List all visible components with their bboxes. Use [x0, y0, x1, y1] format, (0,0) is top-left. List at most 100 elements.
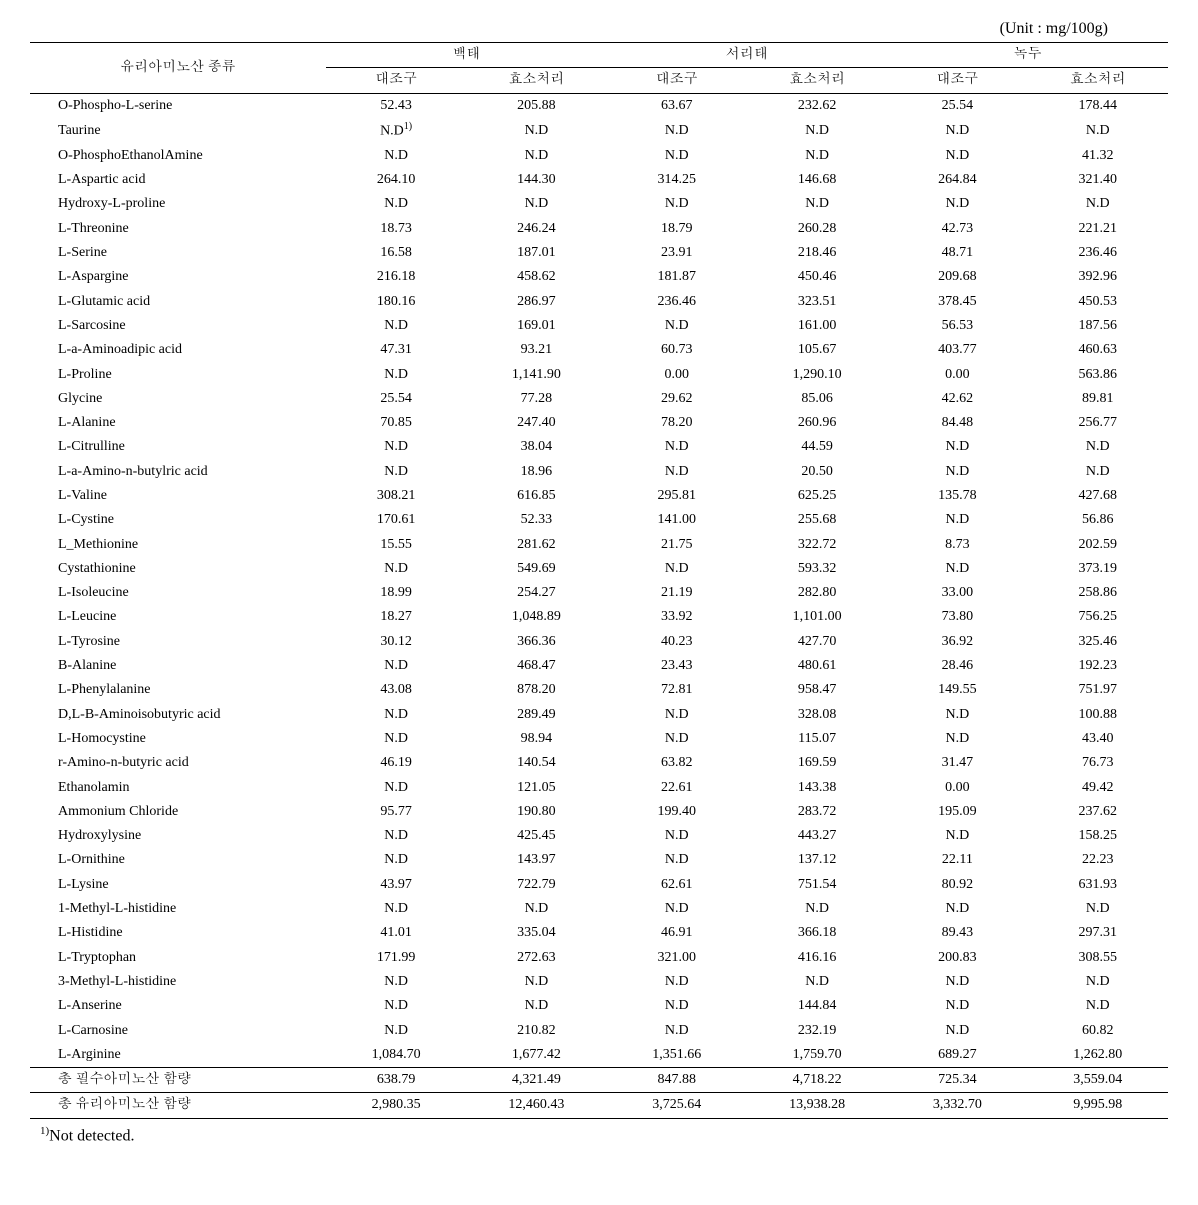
cell-value: 3,725.64 — [607, 1093, 747, 1118]
cell-value: N.D — [326, 435, 466, 459]
header-sub-2-0: 대조구 — [887, 68, 1027, 93]
row-name: 총 필수아미노산 함량 — [30, 1068, 326, 1093]
cell-value: 264.84 — [887, 168, 1027, 192]
cell-value: 200.83 — [887, 946, 1027, 970]
row-name: Glycine — [30, 387, 326, 411]
cell-value: 93.21 — [466, 338, 606, 362]
cell-value: 89.43 — [887, 921, 1027, 945]
cell-value: 722.79 — [466, 873, 606, 897]
cell-value: N.D — [887, 192, 1027, 216]
cell-value: 18.27 — [326, 605, 466, 629]
cell-value: 1,141.90 — [466, 363, 606, 387]
cell-value: 616.85 — [466, 484, 606, 508]
table-row: L-SarcosineN.D169.01N.D161.0056.53187.56 — [30, 314, 1168, 338]
table-row: L-CitrullineN.D38.04N.D44.59N.DN.D — [30, 435, 1168, 459]
cell-value: 8.73 — [887, 533, 1027, 557]
cell-value: N.D — [607, 314, 747, 338]
cell-value: 33.00 — [887, 581, 1027, 605]
table-row: O-Phospho-L-serine52.43205.8863.67232.62… — [30, 93, 1168, 118]
cell-value: 48.71 — [887, 241, 1027, 265]
cell-value: 202.59 — [1028, 533, 1168, 557]
cell-value: 254.27 — [466, 581, 606, 605]
cell-value: N.D — [326, 192, 466, 216]
table-row: Ammonium Chloride95.77190.80199.40283.72… — [30, 800, 1168, 824]
footnote-sup: 1) — [40, 1125, 49, 1137]
cell-value: 62.61 — [607, 873, 747, 897]
cell-value: 56.86 — [1028, 508, 1168, 532]
row-name: 1-Methyl-L-histidine — [30, 897, 326, 921]
cell-value: 18.99 — [326, 581, 466, 605]
cell-value: 80.92 — [887, 873, 1027, 897]
table-row: L-Alanine70.85247.4078.20260.9684.48256.… — [30, 411, 1168, 435]
cell-value: N.D — [466, 970, 606, 994]
cell-value: N.D — [607, 557, 747, 581]
cell-value: 1,677.42 — [466, 1043, 606, 1068]
cell-value: 33.92 — [607, 605, 747, 629]
cell-value: 297.31 — [1028, 921, 1168, 945]
cell-value: 144.30 — [466, 168, 606, 192]
table-row: HydroxylysineN.D425.45N.D443.27N.D158.25 — [30, 824, 1168, 848]
cell-value: N.D — [607, 897, 747, 921]
cell-value: 28.46 — [887, 654, 1027, 678]
cell-value: 78.20 — [607, 411, 747, 435]
table-row: L-Tyrosine30.12366.3640.23427.7036.92325… — [30, 630, 1168, 654]
cell-value: N.D — [326, 824, 466, 848]
cell-value: 95.77 — [326, 800, 466, 824]
row-name: Hydroxy-L-proline — [30, 192, 326, 216]
cell-value: 190.80 — [466, 800, 606, 824]
cell-value: 52.33 — [466, 508, 606, 532]
cell-value: 260.28 — [747, 217, 887, 241]
cell-value: N.D — [326, 144, 466, 168]
cell-value: N.D — [326, 314, 466, 338]
cell-value: N.D — [466, 192, 606, 216]
cell-value: 22.61 — [607, 776, 747, 800]
cell-value: 29.62 — [607, 387, 747, 411]
table-row: TaurineN.D1)N.DN.DN.DN.DN.D — [30, 118, 1168, 144]
cell-value: N.D — [607, 1019, 747, 1043]
cell-value: 63.82 — [607, 751, 747, 775]
cell-value: N.D — [607, 824, 747, 848]
cell-value: N.D — [326, 727, 466, 751]
cell-value: 282.80 — [747, 581, 887, 605]
cell-value: 143.38 — [747, 776, 887, 800]
cell-value: 144.84 — [747, 994, 887, 1018]
row-name: L-Arginine — [30, 1043, 326, 1068]
cell-value: 171.99 — [326, 946, 466, 970]
cell-value: 255.68 — [747, 508, 887, 532]
cell-value: 593.32 — [747, 557, 887, 581]
cell-value: 221.21 — [1028, 217, 1168, 241]
cell-value: 169.59 — [747, 751, 887, 775]
table-summary-row: 총 필수아미노산 함량638.794,321.49847.884,718.227… — [30, 1068, 1168, 1093]
cell-value: 236.46 — [607, 290, 747, 314]
table-row: Glycine25.5477.2829.6285.0642.6289.81 — [30, 387, 1168, 411]
cell-value: 392.96 — [1028, 265, 1168, 289]
row-name: Hydroxylysine — [30, 824, 326, 848]
cell-value: 878.20 — [466, 678, 606, 702]
cell-value: 63.67 — [607, 93, 747, 118]
cell-value: N.D — [607, 460, 747, 484]
cell-value: 751.54 — [747, 873, 887, 897]
row-name: L-Tryptophan — [30, 946, 326, 970]
table-row: D,L-B-Aminoisobutyric acidN.D289.49N.D32… — [30, 703, 1168, 727]
table-row: 3-Methyl-L-histidineN.DN.DN.DN.DN.DN.D — [30, 970, 1168, 994]
cell-value: N.D — [887, 508, 1027, 532]
cell-value: 146.68 — [747, 168, 887, 192]
cell-value: 23.43 — [607, 654, 747, 678]
cell-value: N.D — [466, 994, 606, 1018]
cell-value: 161.00 — [747, 314, 887, 338]
table-row: L-Serine16.58187.0123.91218.4648.71236.4… — [30, 241, 1168, 265]
table-row: L-Cystine170.6152.33141.00255.68N.D56.86 — [30, 508, 1168, 532]
cell-value: 2,980.35 — [326, 1093, 466, 1118]
cell-value: 210.82 — [466, 1019, 606, 1043]
cell-value: 237.62 — [1028, 800, 1168, 824]
cell-value: 43.97 — [326, 873, 466, 897]
cell-value: 425.45 — [466, 824, 606, 848]
row-name: L-Ornithine — [30, 848, 326, 872]
cell-value: 100.88 — [1028, 703, 1168, 727]
cell-value: 0.00 — [887, 363, 1027, 387]
cell-value: 264.10 — [326, 168, 466, 192]
cell-value: N.D — [466, 118, 606, 144]
cell-value: 366.36 — [466, 630, 606, 654]
cell-value: 443.27 — [747, 824, 887, 848]
cell-value: 38.04 — [466, 435, 606, 459]
